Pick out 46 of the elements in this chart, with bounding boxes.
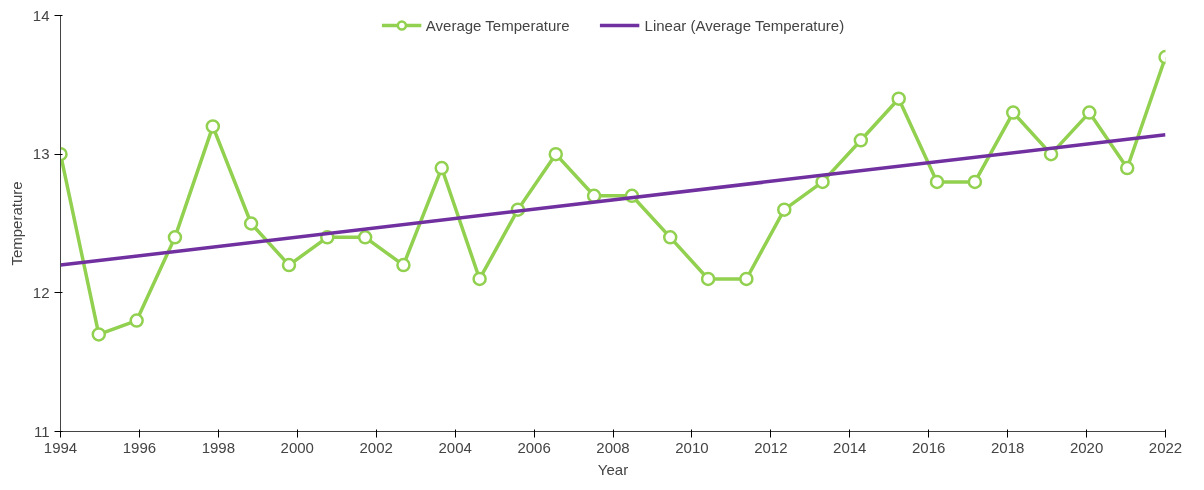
x-tick-label: 1998: [201, 438, 236, 456]
x-tick-label: 2008: [596, 438, 630, 456]
x-tick-label: 2016: [912, 438, 946, 456]
point: [548, 146, 564, 162]
point: [91, 327, 107, 342]
y-tick-label: 13: [32, 145, 50, 163]
point: [777, 202, 792, 217]
y-tick-label: 14: [32, 6, 50, 24]
point: [472, 271, 487, 287]
x-tick-label: 1996: [122, 438, 157, 456]
point: [929, 174, 945, 190]
y-axis-title: Temperature: [7, 181, 25, 266]
y-tick-label: 11: [33, 422, 50, 440]
point: [739, 271, 754, 287]
point: [129, 313, 144, 328]
x-tick-label: 2000: [280, 438, 314, 456]
x-tick-label: 2002: [359, 438, 393, 456]
point: [662, 230, 678, 245]
legend-label: Linear (Average Temperature): [644, 16, 845, 34]
point: [1119, 160, 1135, 176]
point: [1005, 105, 1021, 120]
x-tick-label: 2004: [438, 438, 472, 456]
x-tick-label: 1994: [43, 438, 78, 456]
point: [700, 271, 716, 287]
point: [853, 133, 869, 148]
point: [815, 174, 830, 190]
point: [967, 174, 983, 190]
point: [281, 257, 297, 273]
y-tick-label: 12: [32, 283, 50, 301]
x-tick-label: 2012: [754, 438, 788, 456]
x-tick-label: 2010: [675, 438, 709, 456]
point: [243, 216, 259, 231]
x-axis-title: Year: [597, 460, 629, 478]
x-tick-label: 2020: [1069, 438, 1104, 456]
legend-label: Average Temperature: [425, 16, 570, 34]
point: [1082, 105, 1097, 120]
x-tick-label: 2014: [833, 438, 867, 456]
point: [434, 160, 449, 176]
x-tick-label: 2018: [990, 438, 1025, 456]
point: [891, 91, 906, 106]
x-tick-label: 2006: [517, 438, 551, 456]
point: [357, 230, 373, 245]
x-tick-label: 2022: [1148, 438, 1183, 456]
point: [396, 257, 411, 273]
point: [205, 119, 221, 134]
point: [167, 230, 183, 245]
